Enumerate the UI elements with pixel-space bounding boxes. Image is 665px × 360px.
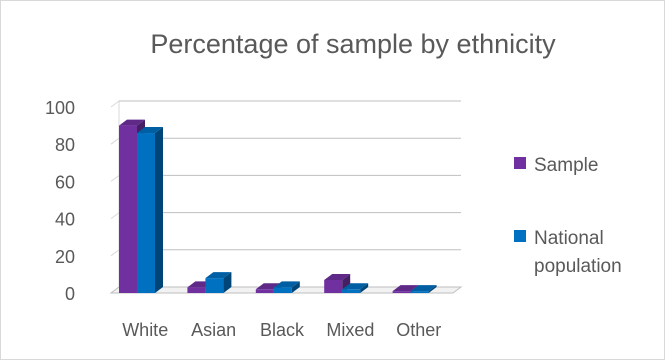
gridline-side (111, 250, 119, 256)
gridline-side (111, 138, 119, 144)
y-tick-label: 80 (55, 135, 75, 155)
x-tick-label: Asian (191, 320, 236, 340)
legend-swatch (514, 157, 526, 169)
y-axis: 0 20 40 60 80 100 (45, 98, 75, 304)
x-tick-label: Mixed (326, 320, 374, 340)
y-tick-label: 40 (55, 210, 75, 230)
chart-title: Percentage of sample by ethnicity (150, 29, 556, 59)
x-axis-labels: White Asian Black Mixed Other (122, 320, 441, 340)
gridline-side (111, 213, 119, 219)
gridlines (111, 101, 461, 293)
legend: Sample National population (514, 155, 622, 277)
x-tick-label: Other (396, 320, 441, 340)
gridline-side (111, 175, 119, 181)
y-tick-label: 0 (65, 284, 75, 304)
y-tick-label: 20 (55, 247, 75, 267)
bar-asian-series-2 (205, 272, 231, 293)
bars (119, 120, 437, 293)
legend-swatch (514, 230, 526, 242)
y-tick-label: 100 (45, 98, 75, 118)
bar-white-series-2 (137, 127, 163, 293)
x-tick-label: Black (260, 320, 305, 340)
gridline-side (111, 101, 119, 107)
legend-label: National population (534, 228, 622, 277)
y-tick-label: 60 (55, 172, 75, 192)
x-tick-label: White (122, 320, 168, 340)
legend-label: Sample (534, 155, 598, 176)
